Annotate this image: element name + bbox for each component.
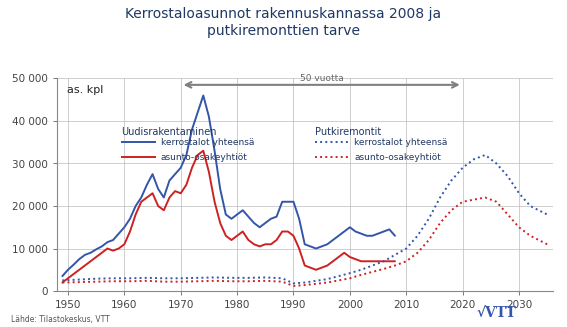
Text: Lähde: Tilastokeskus, VTT: Lähde: Tilastokeskus, VTT [11,315,110,324]
Text: Kerrostaloasunnot rakennuskannassa 2008 ja
putkiremonttien tarve: Kerrostaloasunnot rakennuskannassa 2008 … [125,7,442,38]
Text: 50 vuotta: 50 vuotta [300,74,344,83]
Text: asunto-osakeyhtiöt: asunto-osakeyhtiöt [354,153,441,162]
Text: kerrostalot yhteensä: kerrostalot yhteensä [161,138,254,147]
Text: as. kpl: as. kpl [67,85,103,95]
Text: √VTT: √VTT [476,306,516,320]
Text: asunto-osakeyhtiöt: asunto-osakeyhtiöt [161,153,248,162]
Text: kerrostalot yhteensä: kerrostalot yhteensä [354,138,448,147]
Text: Uudisrakentaminen: Uudisrakentaminen [121,127,217,137]
Text: Putkiremontit: Putkiremontit [315,127,381,137]
